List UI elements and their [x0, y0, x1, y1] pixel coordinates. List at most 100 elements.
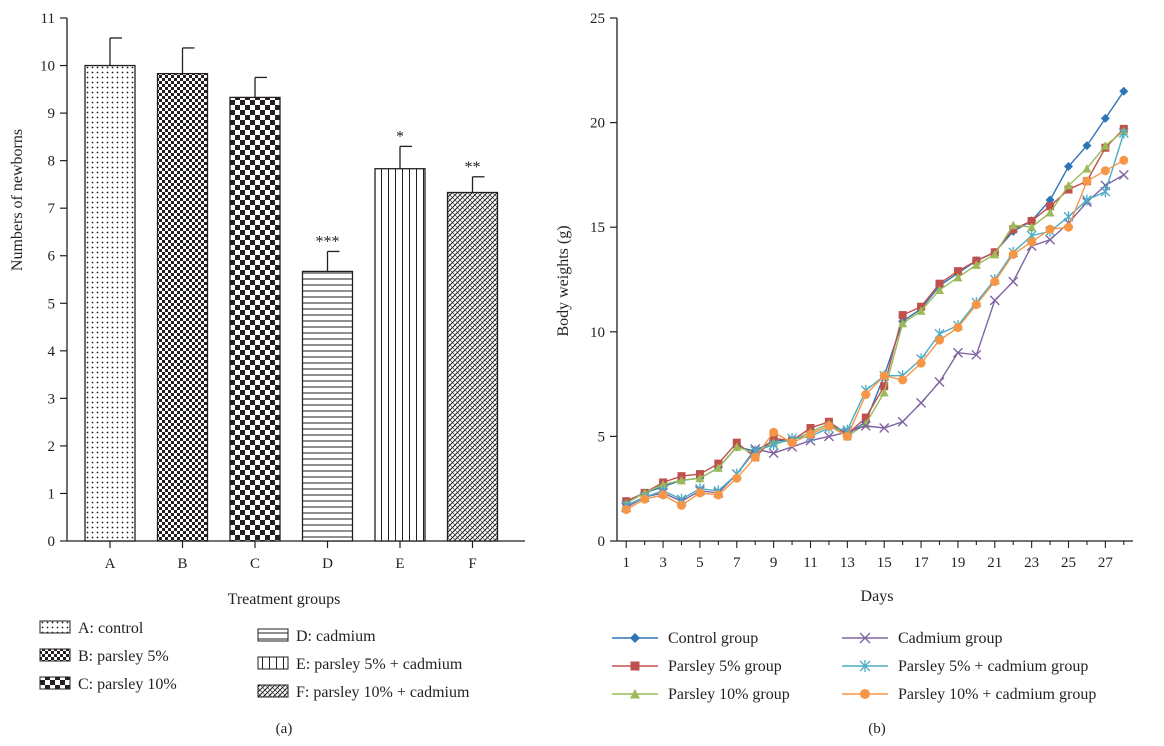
legend-swatch — [39, 648, 71, 662]
legend-label: Control group — [668, 630, 758, 647]
data-point-triangle — [1008, 220, 1018, 230]
data-point-diamond — [1119, 86, 1129, 96]
data-point-circle — [824, 421, 834, 431]
data-point-x — [1045, 234, 1056, 245]
data-point-triangle — [935, 285, 944, 294]
data-point-diamond — [630, 633, 640, 643]
data-point-circle — [898, 375, 908, 385]
y-tick-label: 0 — [48, 534, 56, 550]
legend-label: Parsley 10% group — [668, 686, 790, 703]
x-tick-label: 19 — [950, 555, 965, 571]
line-chart-y-axis-title: Body weights (g) — [555, 225, 572, 336]
data-point-diamond — [1100, 113, 1110, 123]
y-tick-label: 8 — [48, 154, 56, 170]
legend-swatch — [257, 684, 289, 698]
x-tick-label: 15 — [877, 555, 892, 571]
data-point-circle — [695, 488, 705, 498]
data-point-x — [971, 349, 982, 360]
series-line — [625, 159, 1125, 511]
x-tick-label: C — [250, 556, 260, 572]
data-point-square — [1027, 216, 1036, 225]
series — [622, 124, 1128, 506]
legend-label: F: parsley 10% + cadmium — [296, 684, 470, 701]
data-point-circle — [1027, 237, 1037, 247]
y-tick-label: 15 — [590, 220, 605, 236]
data-point-x — [952, 347, 963, 358]
x-tick-label: 13 — [840, 555, 855, 571]
bar-chart-y-axis-title: Numbers of newborns — [9, 129, 26, 271]
data-point-circle — [860, 689, 870, 699]
data-point-triangle — [658, 480, 668, 489]
x-tick-label: D — [322, 556, 333, 572]
data-point-circle — [750, 452, 760, 462]
data-point-triangle — [879, 387, 889, 397]
x-tick-label: 7 — [733, 555, 741, 571]
data-point-triangle — [898, 318, 908, 328]
legend-swatch — [39, 620, 71, 634]
bar — [374, 168, 426, 542]
series — [621, 155, 1129, 515]
data-point-square — [880, 382, 889, 391]
x-tick-label: 11 — [803, 555, 817, 571]
data-point-x — [879, 423, 890, 434]
data-point-x — [934, 377, 945, 388]
data-point-square — [1009, 225, 1018, 234]
line-chart-x-axis-title: Days — [861, 588, 894, 605]
data-point-circle — [1119, 155, 1129, 165]
y-tick-label: 4 — [48, 344, 56, 360]
series — [621, 127, 1129, 511]
data-point-square — [953, 267, 962, 276]
legend-label: E: parsley 5% + cadmium — [296, 656, 463, 673]
data-point-triangle — [1082, 164, 1092, 173]
x-tick-label: 21 — [987, 555, 1002, 571]
data-point-asterisk — [1118, 127, 1129, 139]
bar-chart-x-axis-title: Treatment groups — [228, 591, 341, 608]
series-line — [625, 90, 1125, 502]
data-point-circle — [861, 390, 871, 400]
data-point-x — [860, 420, 871, 431]
data-point-circle — [990, 277, 1000, 287]
y-tick-label: 0 — [598, 534, 606, 550]
y-tick-label: 1 — [48, 486, 56, 502]
y-tick-label: 9 — [48, 106, 56, 122]
data-point-square — [898, 311, 907, 320]
series — [621, 126, 1129, 508]
bar — [301, 270, 354, 542]
data-point-circle — [971, 300, 981, 310]
data-point-diamond — [1064, 162, 1073, 172]
legend-label: Parsley 10% + cadmium group — [898, 686, 1096, 703]
bar-chart-axes: 0 1 2 3 4 5 6 7 8 9 10 11 A B C D E F — [40, 11, 525, 572]
data-point-circle — [916, 358, 926, 368]
legend-swatch — [257, 656, 289, 670]
data-point-triangle — [732, 442, 742, 451]
data-point-triangle — [1027, 222, 1037, 232]
y-tick-label: 2 — [48, 439, 56, 455]
data-point-asterisk — [1100, 186, 1111, 198]
data-point-triangle — [971, 260, 981, 269]
data-point-triangle — [990, 249, 1000, 259]
data-point-circle — [806, 429, 815, 439]
panel-a-label: (a) — [276, 721, 293, 737]
y-tick-label: 5 — [48, 296, 56, 312]
series-line — [625, 132, 1125, 507]
line-chart-series — [621, 86, 1129, 515]
y-tick-label: 25 — [590, 11, 605, 27]
legend-label: Parsley 5% group — [668, 658, 782, 675]
data-point-square — [861, 413, 870, 422]
legend-label: C: parsley 10% — [78, 676, 177, 693]
data-point-x — [859, 632, 871, 644]
data-point-circle — [1008, 249, 1018, 259]
data-point-asterisk — [1081, 194, 1092, 206]
legend-swatch — [257, 628, 289, 642]
y-tick-label: 11 — [41, 11, 55, 27]
data-point-circle — [787, 438, 797, 448]
data-point-circle — [621, 505, 631, 515]
panel-b-label: (b) — [868, 721, 886, 737]
data-point-circle — [953, 323, 963, 333]
y-tick-label: 10 — [590, 325, 605, 341]
x-tick-label: 23 — [1024, 555, 1039, 571]
x-tick-label: 9 — [770, 555, 778, 571]
